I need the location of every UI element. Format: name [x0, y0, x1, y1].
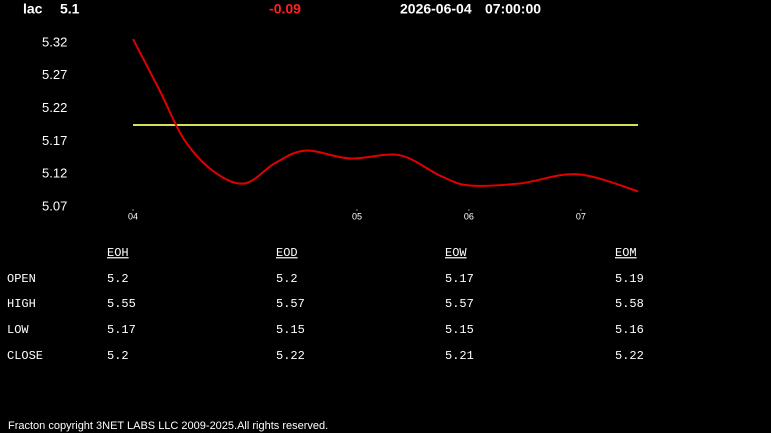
cell: 5.17	[445, 272, 474, 286]
y-tick-label: 5.27	[42, 67, 67, 82]
row-label: OPEN	[7, 272, 36, 286]
date: 2026-06-04	[400, 1, 472, 17]
y-tick-label: 5.17	[42, 133, 67, 148]
column-header: EOM	[615, 246, 637, 260]
price: 5.1	[60, 1, 80, 17]
y-tick-label: 5.07	[42, 198, 67, 213]
y-tick-label: 5.12	[42, 166, 67, 181]
cell: 5.2	[107, 272, 129, 286]
column-header: EOD	[276, 246, 298, 260]
cell: 5.2	[107, 349, 129, 363]
cell: 5.19	[615, 272, 644, 286]
cell: 5.58	[615, 297, 644, 311]
x-tick-label: 05	[352, 211, 362, 221]
column-header: EOW	[445, 246, 467, 260]
cell: 5.16	[615, 323, 644, 337]
cell: 5.57	[445, 297, 474, 311]
time: 07:00:00	[485, 1, 541, 17]
symbol: lac	[23, 1, 43, 17]
footer: Fracton copyright 3NET LABS LLC 2009-202…	[8, 420, 328, 432]
y-tick-label: 5.22	[42, 100, 67, 115]
row-label: CLOSE	[7, 349, 43, 363]
cell: 5.15	[276, 323, 305, 337]
row-label: HIGH	[7, 297, 36, 311]
cell: 5.55	[107, 297, 136, 311]
series-line	[132, 38, 639, 193]
cell: 5.57	[276, 297, 305, 311]
cell: 5.15	[445, 323, 474, 337]
x-tick-label: 07	[576, 211, 586, 221]
row-label: LOW	[7, 323, 29, 337]
cell: 5.17	[107, 323, 136, 337]
column-header: EOH	[107, 246, 129, 260]
x-tick-label: 04	[128, 211, 138, 221]
y-tick-label: 5.32	[42, 34, 67, 49]
cell: 5.22	[276, 349, 305, 363]
change: -0.09	[269, 1, 301, 17]
cell: 5.22	[615, 349, 644, 363]
cell: 5.2	[276, 272, 298, 286]
cell: 5.21	[445, 349, 474, 363]
x-tick-label: 06	[464, 211, 474, 221]
